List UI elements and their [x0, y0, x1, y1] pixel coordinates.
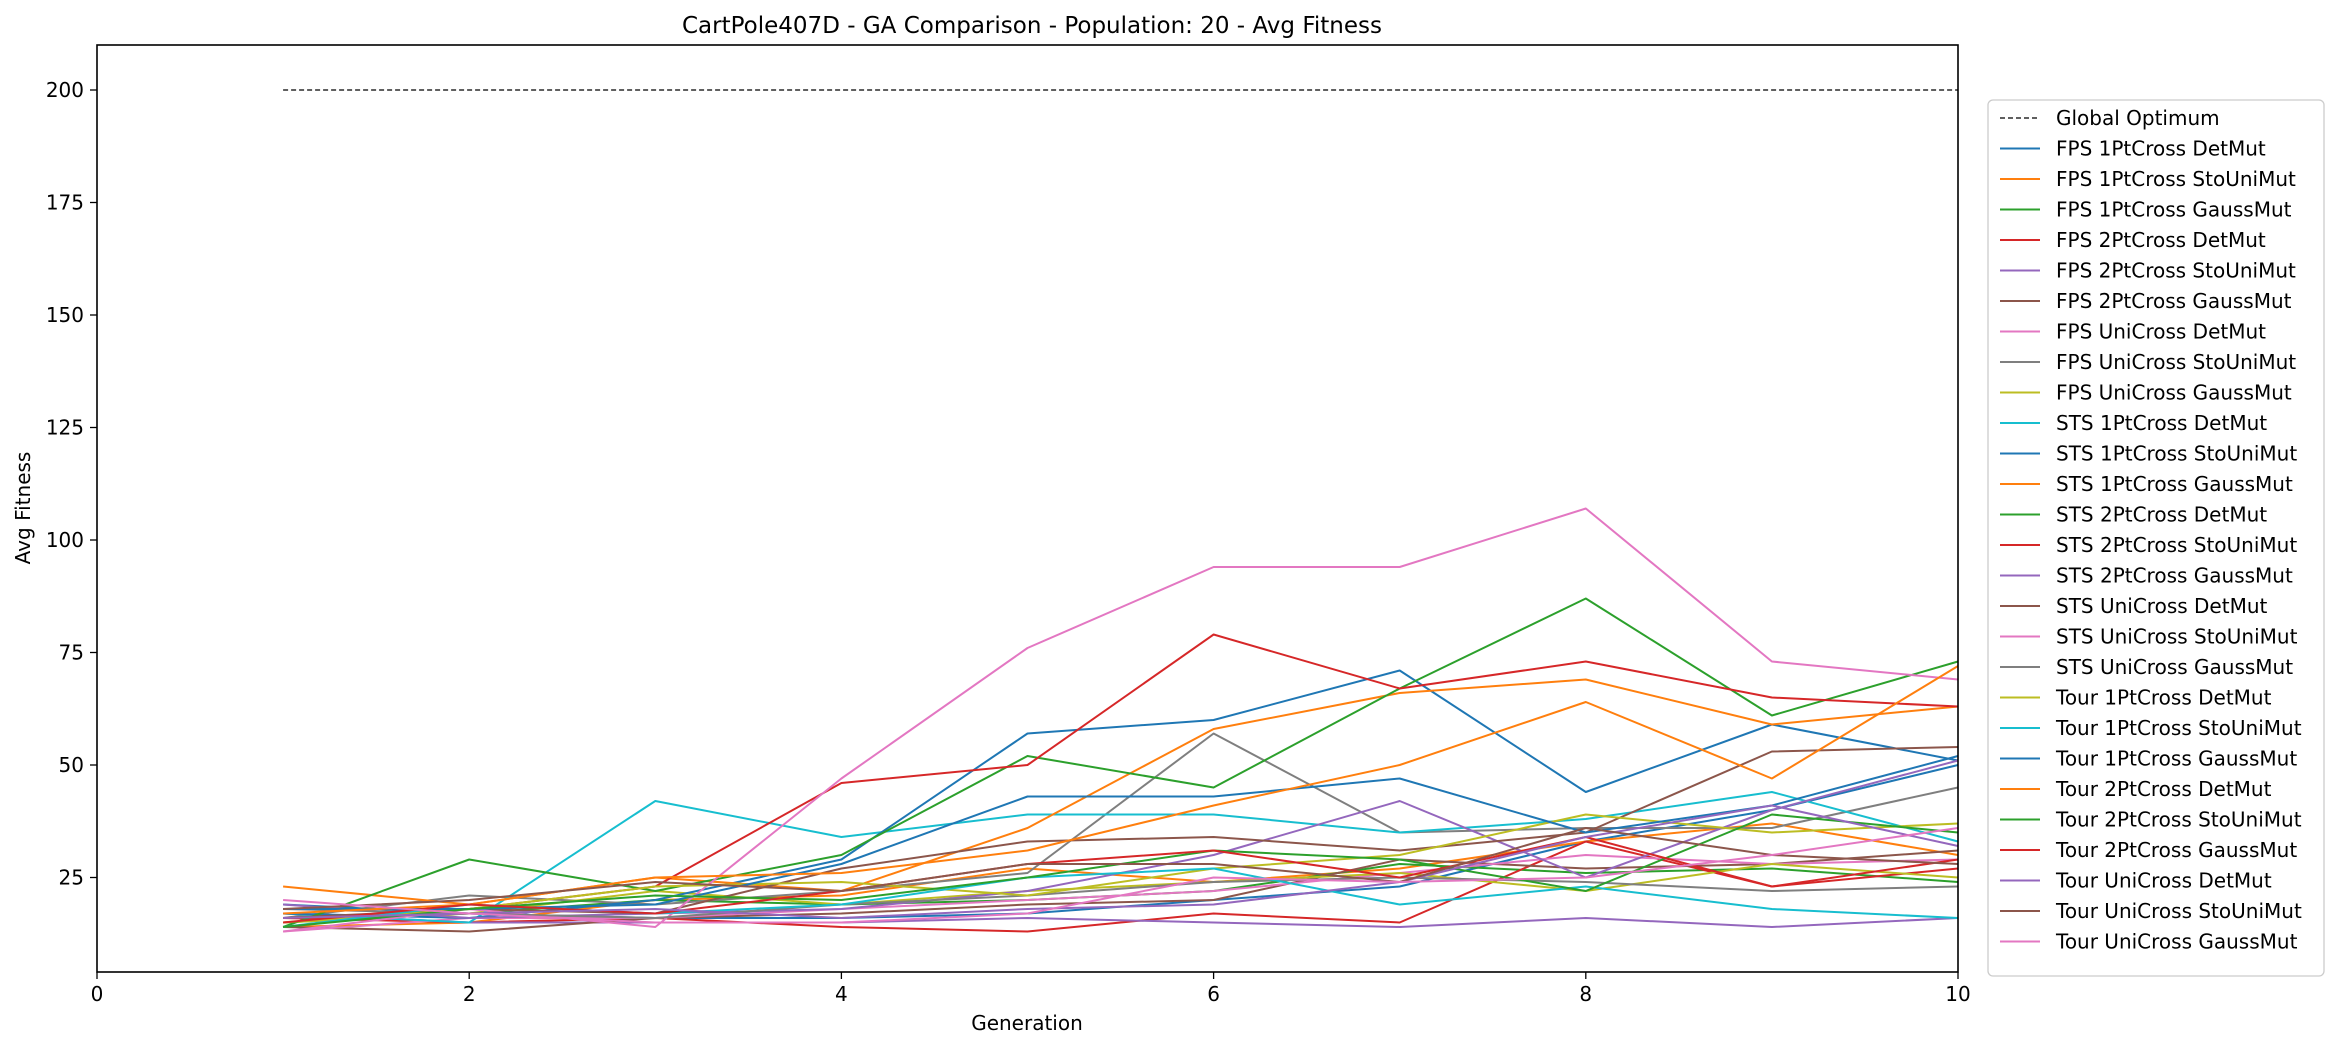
y-axis: 25 50 75 100 125 150 175 200	[46, 78, 97, 890]
legend-label: FPS 1PtCross StoUniMut	[2056, 167, 2296, 191]
legend-label: Tour UniCross GaussMut	[2055, 930, 2298, 954]
series-line-21	[283, 755, 1959, 910]
series-line-25	[283, 804, 1959, 919]
series-line-27	[283, 827, 1959, 924]
legend-label: STS 1PtCross StoUniMut	[2056, 442, 2297, 466]
legend-label: STS 2PtCross DetMut	[2056, 503, 2267, 527]
legend-label: Tour 2PtCross StoUniMut	[2055, 808, 2302, 832]
legend-label: Tour 2PtCross GaussMut	[2055, 838, 2297, 862]
series-line-8	[282, 732, 1959, 919]
y-tick-label: 125	[46, 416, 84, 440]
y-tick-label: 25	[59, 866, 84, 890]
plot-area	[282, 89, 1959, 933]
series-line-4	[283, 840, 1959, 933]
legend-label: STS UniCross DetMut	[2056, 594, 2267, 618]
series-line-19	[283, 813, 1959, 924]
x-tick-label: 2	[463, 982, 476, 1006]
legend-label: Tour 1PtCross GaussMut	[2055, 747, 2297, 771]
legend-label: Tour 2PtCross DetMut	[2055, 777, 2272, 801]
y-axis-label: Avg Fitness	[11, 452, 35, 565]
series-line-26	[283, 827, 1959, 910]
series-line-18	[283, 876, 1959, 919]
legend-label: FPS 1PtCross DetMut	[2056, 137, 2266, 161]
legend-label: FPS 2PtCross GaussMut	[2056, 289, 2292, 313]
x-tick-label: 8	[1579, 982, 1592, 1006]
series-line-13	[282, 597, 1959, 928]
plot-frame	[96, 44, 1959, 973]
legend-label: Tour UniCross StoUniMut	[2055, 899, 2302, 923]
legend-label: Tour 1PtCross DetMut	[2055, 686, 2272, 710]
y-tick-label: 175	[46, 191, 84, 215]
legend-label: STS 1PtCross GaussMut	[2056, 472, 2293, 496]
chart-title: CartPole407D - GA Comparison - Populatio…	[682, 13, 1382, 39]
y-tick-label: 200	[46, 78, 84, 102]
legend-box	[1987, 99, 2325, 977]
series-line-24	[283, 836, 1959, 924]
legend-label: STS UniCross StoUniMut	[2056, 625, 2298, 649]
y-tick-label: 100	[46, 528, 84, 552]
legend-label: STS UniCross GaussMut	[2056, 655, 2293, 679]
series-line-10	[283, 791, 1959, 924]
legend-label: Tour 1PtCross StoUniMut	[2055, 716, 2302, 740]
series-line-5	[283, 912, 1959, 928]
legend-label: STS 2PtCross StoUniMut	[2056, 533, 2297, 557]
x-tick-label: 0	[91, 982, 104, 1006]
legend-label: Global Optimum	[2056, 106, 2220, 130]
x-tick-label: 6	[1207, 982, 1220, 1006]
legend-label: STS 2PtCross GaussMut	[2056, 564, 2293, 588]
y-tick-label: 75	[59, 641, 84, 665]
y-tick-label: 50	[59, 753, 84, 777]
legend-label: Tour UniCross DetMut	[2055, 869, 2272, 893]
y-tick-label: 150	[46, 303, 84, 327]
legend-label: FPS UniCross GaussMut	[2056, 381, 2292, 405]
legend: Global Optimum FPS 1PtCross DetMut FPS 1Pt…	[1987, 99, 2325, 977]
legend-label: FPS UniCross DetMut	[2056, 320, 2266, 344]
x-tick-label: 10	[1945, 982, 1970, 1006]
x-axis: 0 2 4 6 8 10	[91, 972, 1971, 1006]
x-tick-label: 4	[835, 982, 848, 1006]
legend-label: FPS UniCross StoUniMut	[2056, 350, 2296, 374]
legend-label: STS 1PtCross DetMut	[2056, 411, 2267, 435]
legend-label: FPS 2PtCross StoUniMut	[2056, 259, 2296, 283]
legend-label: FPS 2PtCross DetMut	[2056, 228, 2266, 252]
x-axis-label: Generation	[971, 1011, 1083, 1035]
legend-label: FPS 1PtCross GaussMut	[2056, 198, 2292, 222]
